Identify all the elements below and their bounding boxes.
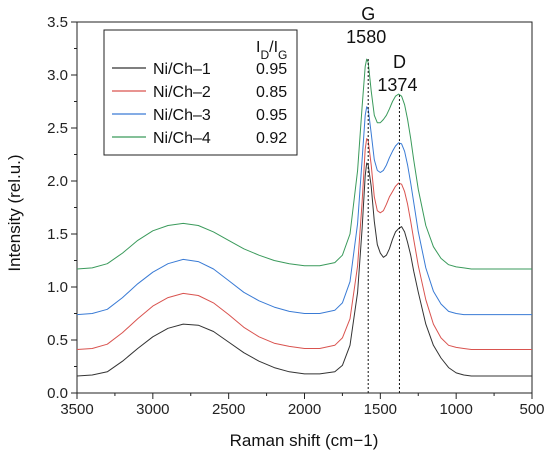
x-tick-label: 500 xyxy=(519,401,544,418)
legend-header: ID/IG xyxy=(256,39,287,62)
y-tick-label: 1.5 xyxy=(47,226,68,243)
legend-ratio-value: 0.95 xyxy=(256,61,287,78)
y-tick-label: 1.0 xyxy=(47,279,68,296)
legend: ID/IG Ni/Ch–1 0.95 Ni/Ch–2 0.85 Ni/Ch–3 0.95 N… xyxy=(103,29,298,156)
legend-box xyxy=(103,29,298,156)
legend-ratio-value: 0.95 xyxy=(256,107,287,124)
peak-annotations: G 1580 D 1374 xyxy=(346,4,417,393)
x-tick-label: 1500 xyxy=(364,401,397,418)
x-tick-label: 3500 xyxy=(60,401,93,418)
y-tick-label: 0.0 xyxy=(47,385,68,402)
legend-ratio-value: 0.92 xyxy=(256,130,287,147)
x-axis-title: Raman shift (cm−1) xyxy=(230,431,379,450)
x-axis: 3500 3000 2500 2000 1500 1000 500 xyxy=(60,393,545,418)
g-peak-label: G xyxy=(361,4,375,24)
y-tick-label: 0.5 xyxy=(47,332,68,349)
y-axis: 0.0 0.5 1.0 1.5 2.0 2.5 3.0 3.5 xyxy=(47,14,77,402)
y-tick-label: 2.5 xyxy=(47,120,68,137)
d-peak-value: 1374 xyxy=(377,75,417,95)
x-tick-label: 3000 xyxy=(136,401,169,418)
y-tick-label: 3.0 xyxy=(47,67,68,84)
d-peak-label: D xyxy=(393,52,406,72)
y-axis-title: Intensity (rel.u.) xyxy=(5,154,24,271)
series-line-ni-ch-1 xyxy=(76,162,532,377)
legend-series-name: Ni/Ch–2 xyxy=(153,84,211,101)
y-tick-label: 2.0 xyxy=(47,173,68,190)
legend-series-name: Ni/Ch–3 xyxy=(153,107,211,124)
series-layer xyxy=(76,58,532,377)
y-tick-label: 3.5 xyxy=(47,14,68,31)
legend-series-name: Ni/Ch–1 xyxy=(153,61,211,78)
legend-series-name: Ni/Ch–4 xyxy=(153,130,211,147)
legend-ratio-value: 0.85 xyxy=(256,84,287,101)
series-line-ni-ch-2 xyxy=(76,138,532,350)
g-peak-value: 1580 xyxy=(346,27,386,47)
x-tick-label: 2500 xyxy=(212,401,245,418)
series-line-ni-ch-4 xyxy=(76,58,532,270)
series-line-ni-ch-3 xyxy=(76,106,532,316)
x-tick-label: 2000 xyxy=(288,401,321,418)
x-tick-label: 1000 xyxy=(439,401,472,418)
